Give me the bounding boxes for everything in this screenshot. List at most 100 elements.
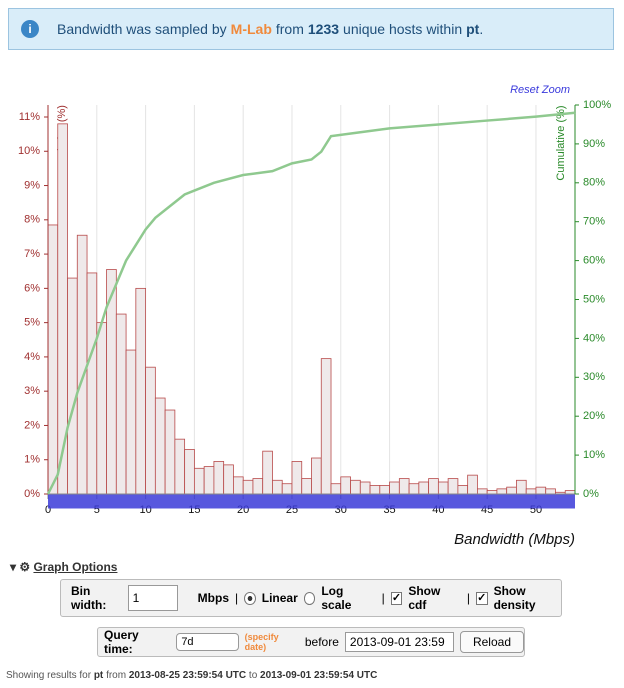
bar — [96, 322, 107, 495]
label: Log scale — [321, 584, 352, 612]
y-tick-label: 5% — [24, 317, 40, 329]
bar — [174, 438, 186, 495]
bin-width-input[interactable]: 1 — [127, 585, 178, 611]
bar — [516, 479, 527, 495]
separator: | — [235, 591, 239, 605]
label: Mbps — [197, 591, 230, 605]
banner-source[interactable]: M-Lab — [230, 21, 272, 37]
info-icon: i — [21, 20, 39, 38]
y2-tick-label: 70% — [583, 216, 605, 228]
footer-text: Showing results for — [6, 670, 92, 681]
y-tick-label: 11% — [19, 111, 40, 123]
footer-text: to — [248, 670, 258, 681]
y2-tick-label: 90% — [583, 138, 605, 150]
bar — [164, 409, 176, 495]
bar — [115, 313, 127, 495]
linear-radio[interactable] — [244, 591, 256, 605]
bar — [301, 478, 312, 495]
label: Show density — [493, 584, 536, 612]
footer-text: from — [106, 670, 127, 681]
y2-tick-label: 0% — [583, 488, 599, 500]
y2-tick-label: 30% — [583, 371, 605, 383]
chart: Reset Zoom Bandwidth (Mbps) Relative (%)… — [18, 84, 611, 548]
separator: | — [466, 591, 470, 605]
graph-options-panel: Bin width: 1 Mbps | Linear Log scale | ✓… — [60, 579, 562, 617]
density-checkbox[interactable]: ✓ — [475, 591, 488, 605]
bar — [437, 481, 449, 495]
bar — [76, 234, 88, 495]
date-input[interactable]: 2013-09-01 23:59 — [344, 632, 454, 652]
bar — [398, 478, 410, 495]
y-tick-label: 6% — [24, 282, 40, 294]
graph-options-toggle[interactable]: ▾ ⚙ Graph Options — [10, 560, 118, 574]
reload-button[interactable]: Reload — [459, 631, 524, 653]
banner-text: unique hosts within — [343, 21, 463, 37]
label: Linear — [261, 591, 298, 605]
label: Show cdf — [408, 584, 441, 612]
log-radio[interactable] — [303, 591, 316, 605]
bar — [291, 461, 303, 495]
y2-axis-title: Cumulative (%) — [555, 105, 567, 180]
reset-zoom[interactable]: Reset Zoom — [510, 84, 570, 96]
y2-tick-label: 80% — [583, 177, 605, 189]
bar — [486, 490, 498, 495]
banner-region: pt — [466, 21, 480, 37]
bar — [369, 485, 381, 495]
bar — [477, 488, 488, 495]
bar — [203, 466, 215, 495]
cdf-line — [46, 111, 576, 495]
info-banner: i Bandwidth was sampled by M-Lab from 12… — [8, 8, 614, 50]
bar — [359, 481, 371, 495]
bar — [457, 485, 469, 495]
bar — [281, 483, 293, 495]
y2-tick-label: 100% — [583, 99, 611, 111]
bar — [428, 478, 439, 495]
y2-tick-label: 50% — [583, 293, 605, 305]
bar — [154, 397, 166, 495]
x-tick-label: 5 — [94, 504, 100, 516]
specify-date-link[interactable]: (specify date) — [244, 632, 279, 652]
x-tick-label: 0 — [45, 504, 51, 516]
banner-text: Bandwidth was sampled by — [57, 21, 227, 37]
bar — [86, 272, 98, 495]
bar — [447, 478, 459, 495]
bar — [213, 461, 225, 495]
bar — [262, 450, 273, 495]
bar — [545, 488, 556, 495]
rug — [48, 494, 575, 509]
banner-count: 1233 — [307, 21, 340, 37]
graph-options-label[interactable]: Graph Options — [33, 560, 118, 574]
bar — [408, 483, 420, 495]
bar — [535, 486, 547, 495]
footer-region: pt — [93, 670, 104, 681]
y2-tick-label: 20% — [583, 410, 605, 422]
bar — [311, 457, 322, 495]
y2-tick-label: 40% — [583, 332, 605, 344]
y-tick-label: 0% — [24, 488, 40, 500]
bar — [525, 488, 537, 495]
bar — [467, 474, 478, 495]
bar — [506, 486, 517, 495]
y-tick-label: 3% — [24, 385, 40, 397]
query-time-select[interactable]: 7d — [176, 633, 239, 651]
query-panel: Query time: 7d (specify date) before 201… — [97, 627, 525, 657]
bar — [223, 464, 234, 495]
bar — [350, 479, 361, 495]
bar — [379, 485, 390, 495]
cdf-checkbox[interactable]: ✓ — [390, 591, 403, 605]
y2-tick-label: 60% — [583, 255, 605, 267]
bar — [125, 349, 137, 495]
bar — [145, 366, 156, 495]
bar — [320, 358, 332, 495]
label: Bin width: — [71, 584, 107, 612]
bar — [252, 478, 264, 495]
bar — [47, 224, 59, 495]
bar — [564, 490, 576, 495]
bar — [272, 479, 283, 495]
bar — [330, 483, 342, 495]
y-tick-label: 10% — [18, 145, 40, 157]
y-tick-label: 2% — [24, 419, 40, 431]
bar — [135, 287, 146, 495]
bar — [496, 488, 508, 495]
